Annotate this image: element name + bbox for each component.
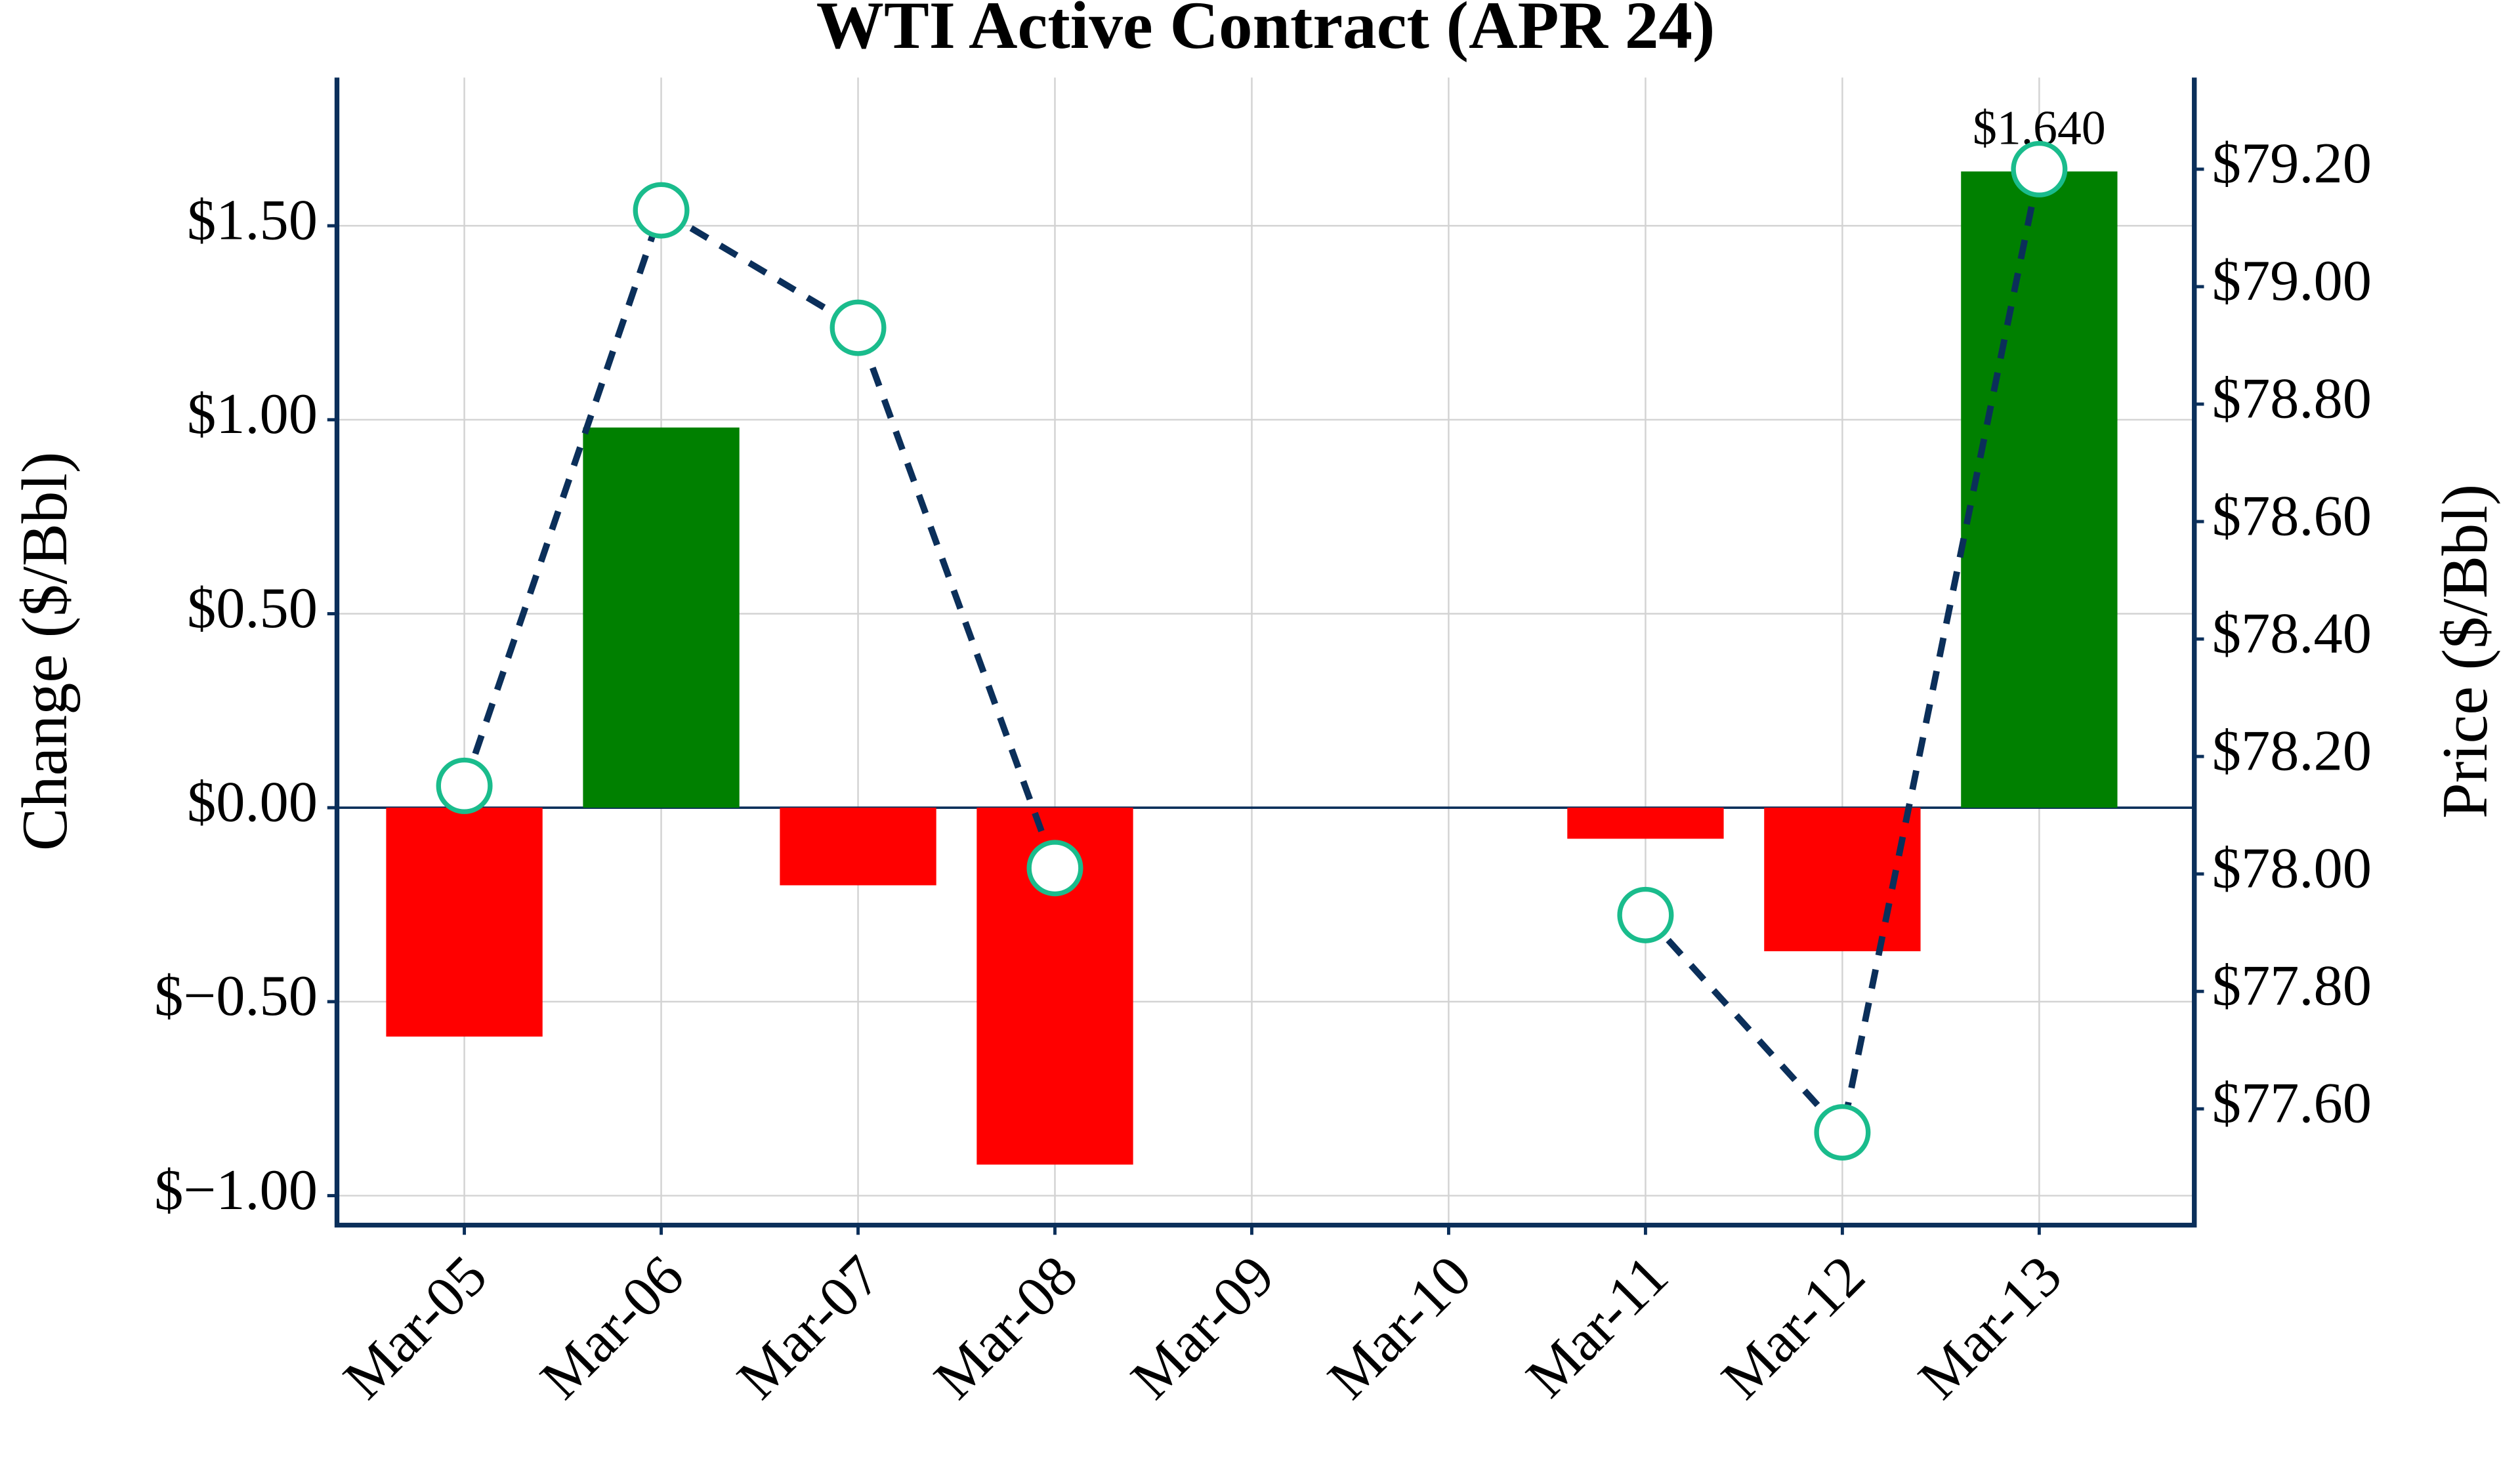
y-tick-label: $0.00 [187,770,318,834]
chart-title: WTI Active Contract (APR 24) [816,0,1715,63]
price-marker [2011,140,2068,197]
bar [1961,171,2118,808]
y2-tick-label: $79.00 [2212,249,2372,313]
y-tick-label: $1.50 [187,188,318,252]
y2-tick-label: $79.20 [2212,131,2372,195]
y2-tick-label: $78.40 [2212,601,2372,665]
y-tick-label: $1.00 [187,382,318,446]
y2-tick-label: $77.60 [2212,1071,2372,1136]
price-marker [633,182,690,239]
y2-tick-label: $78.20 [2212,718,2372,783]
price-marker [1814,1104,1871,1161]
price-marker [830,299,887,356]
bar [780,808,936,886]
y2-tick-label: $78.00 [2212,836,2372,900]
price-line [461,168,2043,1140]
price-marker [1026,840,1083,897]
price-marker [436,757,493,814]
y-axis-label: Change ($/Bbl) [9,452,81,852]
axis-frame [334,77,2197,1228]
bar [1567,808,1724,839]
y2-tick-label: $78.80 [2212,366,2372,430]
y2-axis-label: Price ($/Bbl) [2429,484,2501,819]
price-marker [1617,886,1674,943]
y2-tick-label: $78.60 [2212,483,2372,548]
y-tick-label: $−1.00 [154,1158,318,1222]
bar [583,427,740,808]
bar [386,808,543,1037]
y2-tick-label: $77.80 [2212,954,2372,1018]
y-tick-label: $0.50 [187,576,318,640]
y-tick-label: $−0.50 [154,964,318,1028]
